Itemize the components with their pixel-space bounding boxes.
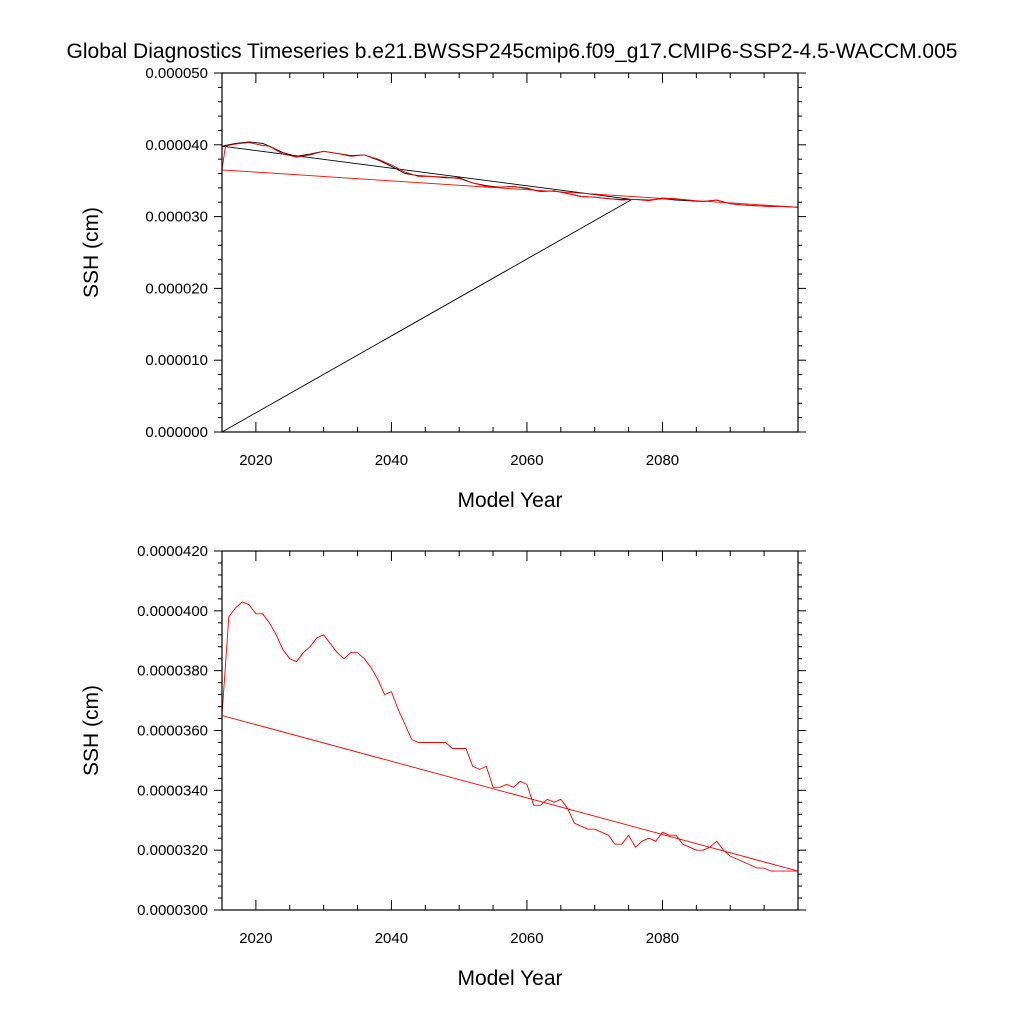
x-tick-label: 2080 [646,930,679,947]
y-tick-label: 0.0000380 [137,663,208,680]
y-tick-label: 0.000000 [145,424,208,441]
x-tick-label: 2040 [375,452,408,469]
top-panel: 2020 2040 2060 2080 0.000000 0.000010 0.000020… [80,65,806,512]
y-tick-label: 0.0000360 [137,723,208,740]
y-tick-label: 0.000050 [145,65,208,82]
bottom-panel: 2020 2040 2060 2080 0.0000300 0.0000320 0.0000… [80,543,806,990]
x-tick-label: 2040 [375,930,408,947]
y-tick-label: 0.0000340 [137,782,208,799]
x-tick-label: 2020 [239,930,272,947]
x-tick-label: 2080 [646,452,679,469]
plot-frame [221,72,799,433]
y-tick-label: 0.000030 [145,209,208,226]
x-axis-label: Model Year [457,489,562,512]
series-line-annual [222,142,798,208]
y-axis-label: SSH (cm) [80,685,103,776]
plot-frame [221,550,799,911]
x-tick-label: 2060 [510,930,543,947]
x-tick-label: 2020 [239,452,272,469]
y-tick-label: 0.000010 [145,352,208,369]
y-axis-label: SSH (cm) [80,207,103,298]
y-tick-label: 0.0000300 [137,902,208,919]
plot-area [222,141,798,432]
figure-title: Global Diagnostics Timeseries b.e21.BWSS… [67,40,958,63]
series-line-monthly [222,141,798,432]
y-tick-label: 0.0000400 [137,603,208,620]
plot-area [222,601,798,872]
y-tick-label: 0.000040 [145,137,208,154]
y-tick-label: 0.0000420 [137,543,208,560]
y-tick-label: 0.0000320 [137,842,208,859]
series-line-annual [222,601,798,872]
y-tick-label: 0.000020 [145,280,208,297]
x-tick-label: 2060 [510,452,543,469]
x-axis-label: Model Year [457,967,562,990]
